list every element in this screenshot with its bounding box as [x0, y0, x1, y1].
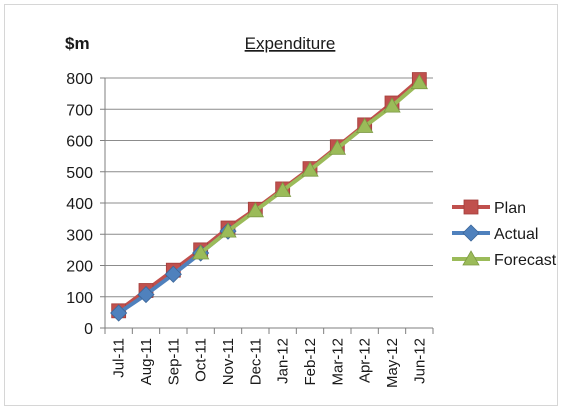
x-tick-label: Mar-12: [329, 338, 346, 386]
y-tick-labels: 0 100 200 300 400 500 600 700 800: [66, 71, 93, 338]
series-forecast: [191, 73, 429, 260]
y-tick-label: 800: [66, 71, 93, 88]
x-tick-label: Jul-11: [111, 338, 128, 378]
actual-point: [110, 304, 128, 322]
x-tick-labels: Jul-11 Aug-11 Sep-11 Oct-11 Nov-11 Dec-11 Jan-…: [111, 338, 429, 388]
x-tick-label: May-12: [384, 338, 401, 388]
x-tick-label: Aug-11: [138, 338, 155, 385]
y-tick-label: 0: [84, 321, 93, 338]
actual-point: [137, 285, 155, 304]
legend-marker-forecast: [462, 250, 480, 266]
x-tick-label: Oct-11: [193, 338, 210, 382]
x-tick-label: Jan-12: [275, 338, 292, 384]
actual-point: [164, 265, 182, 283]
axes: [100, 77, 434, 334]
y-tick-label: 400: [66, 196, 93, 213]
forecast-point: [328, 139, 347, 155]
y-tick-label: 100: [66, 290, 93, 307]
legend-item-actual: Actual: [452, 224, 538, 243]
legend-marker-plan: [463, 199, 479, 215]
y-axis-unit-label: $m: [65, 34, 90, 53]
legend-label: Actual: [494, 226, 538, 243]
x-tick-label: Dec-11: [247, 338, 264, 385]
series-line-plan: [117, 78, 421, 313]
y-tick-label: 700: [66, 102, 93, 119]
forecast-point: [301, 161, 319, 177]
y-tick-label: 200: [66, 259, 93, 276]
forecast-point: [410, 73, 429, 90]
x-tick-label: Jun-12: [411, 338, 428, 384]
forecast-point: [246, 202, 265, 218]
legend-item-plan: Plan: [452, 199, 526, 217]
y-tick-label: 600: [66, 134, 93, 151]
legend-marker-actual: [462, 224, 480, 242]
gridlines: [105, 77, 433, 298]
legend-label: Forecast: [494, 252, 557, 269]
legend: Plan Actual Forecast: [452, 199, 557, 269]
x-tick-label: Sep-11: [165, 338, 182, 385]
y-tick-label: 300: [66, 227, 93, 244]
y-tick-label: 500: [66, 165, 93, 182]
forecast-point: [273, 181, 292, 197]
chart-title: Expenditure: [245, 34, 336, 53]
x-tick-label: Apr-12: [357, 338, 374, 383]
forecast-point: [219, 222, 237, 238]
x-tick-label: Feb-12: [302, 338, 319, 386]
forecast-point: [191, 244, 210, 260]
legend-item-forecast: Forecast: [452, 250, 557, 269]
series-layer: [110, 72, 429, 322]
forecast-point: [355, 117, 374, 133]
forecast-point: [383, 97, 401, 113]
x-tick-label: Nov-11: [220, 338, 237, 385]
legend-label: Plan: [494, 200, 526, 217]
